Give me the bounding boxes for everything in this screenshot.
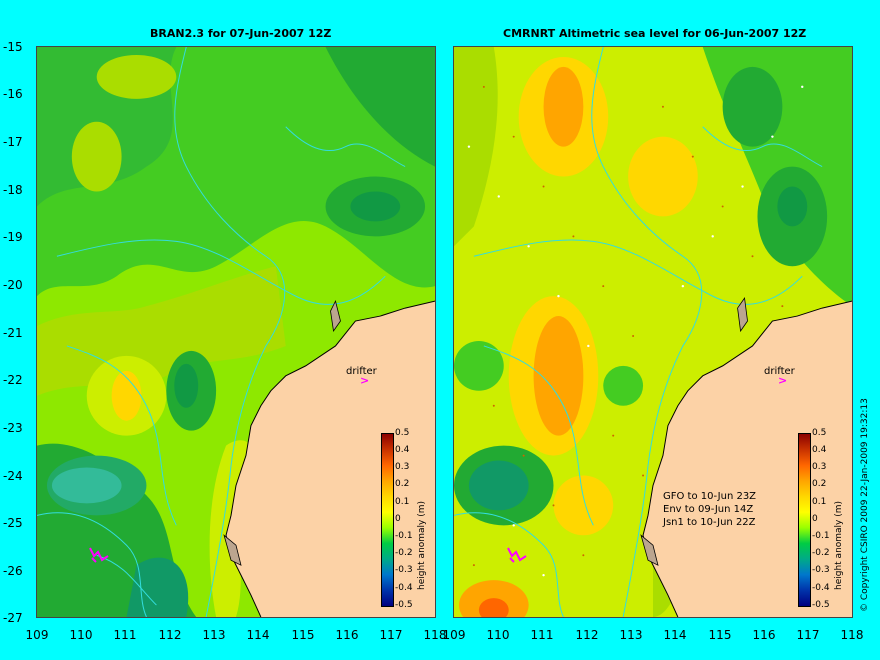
- y-tick-label: -17: [3, 135, 23, 149]
- colorbar-tick: 0: [395, 514, 401, 524]
- pass-line-jsn1: Jsn1 to 10-Jun 22Z: [663, 517, 756, 528]
- colorbar-tick: -0.1: [812, 531, 830, 541]
- right-map-canvas: [454, 47, 852, 617]
- colorbar-right: [798, 433, 811, 607]
- x-tick-label: 113: [202, 628, 226, 642]
- x-tick-label: 114: [246, 628, 270, 642]
- x-tick-label: 115: [708, 628, 732, 642]
- colorbar-tick: 0.3: [812, 462, 827, 472]
- x-tick-label: 114: [663, 628, 687, 642]
- colorbar-tick: -0.5: [812, 600, 830, 610]
- y-tick-label: -23: [3, 421, 23, 435]
- colorbar-tick: 0.1: [395, 497, 410, 507]
- x-tick-label: 112: [575, 628, 599, 642]
- colorbar-tick: 0.3: [395, 462, 410, 472]
- x-tick-label: 109: [442, 628, 466, 642]
- x-tick-label: 118: [840, 628, 864, 642]
- y-tick-label: -26: [3, 564, 23, 578]
- colorbar-left: [381, 433, 394, 607]
- y-tick-label: -18: [3, 183, 23, 197]
- colorbar-tick: -0.1: [395, 531, 413, 541]
- colorbar-tick: -0.4: [395, 583, 413, 593]
- colorbar-tick: 0.4: [812, 445, 827, 455]
- x-tick-label: 110: [486, 628, 510, 642]
- x-tick-label: 116: [335, 628, 359, 642]
- y-tick-label: -15: [3, 40, 23, 54]
- colorbar-tick: -0.2: [395, 548, 413, 558]
- x-tick-label: 109: [25, 628, 49, 642]
- y-tick-label: -20: [3, 278, 23, 292]
- colorbar-tick: 0.5: [395, 428, 410, 438]
- colorbar-tick: -0.3: [395, 565, 413, 575]
- colorbar-left-label: height anomaly (m): [417, 500, 427, 590]
- colorbar-tick: 0.2: [395, 479, 410, 489]
- right-map-title: CMRNRT Altimetric sea level for 06-Jun-2…: [503, 27, 807, 40]
- y-tick-label: -21: [3, 326, 23, 340]
- colorbar-tick: -0.4: [812, 583, 830, 593]
- x-tick-label: 113: [619, 628, 643, 642]
- colorbar-right-label: height anomaly (m): [834, 500, 844, 590]
- drifter-track-left: [89, 547, 109, 563]
- drifter-marker-right: >: [778, 374, 788, 387]
- y-tick-label: -22: [3, 373, 23, 387]
- satellite-pass-legend: GFO to 10-Jun 23Z Env to 09-Jun 14Z Jsn1…: [663, 490, 756, 529]
- x-tick-label: 115: [291, 628, 315, 642]
- y-tick-label: -27: [3, 611, 23, 625]
- y-tick-label: -24: [3, 469, 23, 483]
- left-map-panel: [36, 46, 436, 618]
- copyright-notice: © Copyright CSIRO 2009 22-Jan-2009 19:32…: [860, 398, 870, 612]
- colorbar-tick: 0: [812, 514, 818, 524]
- colorbar-tick: 0.5: [812, 428, 827, 438]
- right-map-panel: [453, 46, 853, 618]
- colorbar-tick: -0.5: [395, 600, 413, 610]
- colorbar-tick: -0.2: [812, 548, 830, 558]
- y-tick-label: -19: [3, 230, 23, 244]
- x-tick-label: 112: [158, 628, 182, 642]
- left-map-title: BRAN2.3 for 07-Jun-2007 12Z: [150, 27, 332, 40]
- x-tick-label: 111: [530, 628, 554, 642]
- left-map-canvas: [37, 47, 435, 617]
- x-tick-label: 111: [113, 628, 137, 642]
- colorbar-tick: 0.4: [395, 445, 410, 455]
- x-tick-label: 117: [796, 628, 820, 642]
- drifter-marker-left: >: [360, 374, 370, 387]
- x-tick-label: 118: [423, 628, 447, 642]
- y-tick-label: -25: [3, 516, 23, 530]
- drifter-label-left: drifter: [346, 366, 377, 377]
- drifter-track-right: [507, 547, 527, 563]
- x-tick-label: 116: [752, 628, 776, 642]
- colorbar-tick: 0.2: [812, 479, 827, 489]
- pass-line-gfo: GFO to 10-Jun 23Z: [663, 491, 757, 502]
- colorbar-tick: 0.1: [812, 497, 827, 507]
- pass-line-env: Env to 09-Jun 14Z: [663, 504, 754, 515]
- colorbar-tick: -0.3: [812, 565, 830, 575]
- drifter-label-right: drifter: [764, 366, 795, 377]
- y-tick-label: -16: [3, 87, 23, 101]
- x-tick-label: 110: [69, 628, 93, 642]
- x-tick-label: 117: [379, 628, 403, 642]
